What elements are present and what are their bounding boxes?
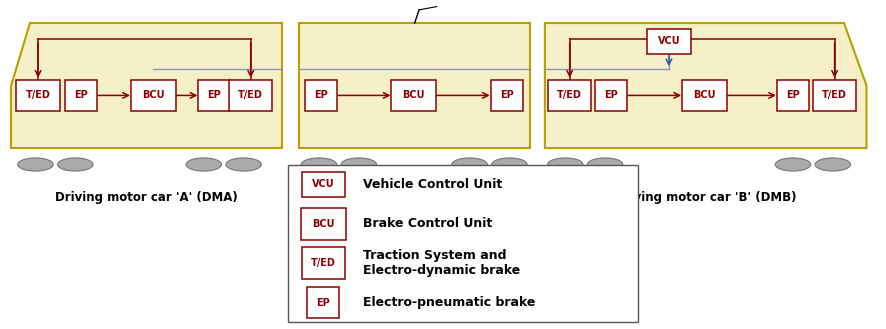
Circle shape: [341, 158, 377, 171]
FancyBboxPatch shape: [491, 80, 523, 111]
Text: T/ED: T/ED: [822, 90, 847, 100]
Circle shape: [775, 158, 811, 171]
Text: Driving motor car 'B' (DMB): Driving motor car 'B' (DMB): [615, 191, 797, 204]
Text: EP: EP: [316, 298, 330, 308]
FancyBboxPatch shape: [65, 80, 97, 111]
Text: T/ED: T/ED: [311, 258, 336, 268]
Text: BCU: BCU: [142, 90, 165, 100]
Text: VCU: VCU: [657, 36, 680, 46]
Text: Vehicle Control Unit: Vehicle Control Unit: [363, 178, 502, 191]
FancyBboxPatch shape: [307, 287, 339, 318]
FancyBboxPatch shape: [682, 80, 727, 111]
Circle shape: [492, 158, 527, 171]
Circle shape: [58, 158, 93, 171]
Text: BCU: BCU: [693, 90, 716, 100]
Text: Trailer car (T-car): Trailer car (T-car): [357, 191, 471, 204]
Circle shape: [186, 158, 222, 171]
Circle shape: [226, 158, 261, 171]
Text: EP: EP: [786, 90, 800, 100]
FancyBboxPatch shape: [229, 80, 272, 111]
Polygon shape: [545, 23, 867, 148]
Text: Traction System and
Electro-dynamic brake: Traction System and Electro-dynamic brak…: [363, 249, 520, 277]
Circle shape: [587, 158, 623, 171]
Circle shape: [301, 158, 337, 171]
FancyBboxPatch shape: [647, 29, 691, 54]
Text: EP: EP: [74, 90, 88, 100]
Text: BCU: BCU: [402, 90, 425, 100]
FancyBboxPatch shape: [548, 80, 592, 111]
Text: EP: EP: [604, 90, 618, 100]
Circle shape: [548, 158, 583, 171]
Polygon shape: [11, 23, 282, 148]
Text: Brake Control Unit: Brake Control Unit: [363, 217, 493, 230]
FancyBboxPatch shape: [391, 80, 436, 111]
FancyBboxPatch shape: [198, 80, 230, 111]
FancyBboxPatch shape: [305, 80, 337, 111]
Text: EP: EP: [500, 90, 514, 100]
Text: T/ED: T/ED: [238, 90, 263, 100]
FancyBboxPatch shape: [131, 80, 175, 111]
Text: VCU: VCU: [312, 179, 335, 189]
Polygon shape: [299, 23, 530, 148]
Circle shape: [18, 158, 53, 171]
Text: Driving motor car 'A' (DMA): Driving motor car 'A' (DMA): [55, 191, 237, 204]
Text: EP: EP: [207, 90, 222, 100]
FancyBboxPatch shape: [16, 80, 59, 111]
Text: Electro-pneumatic brake: Electro-pneumatic brake: [363, 296, 536, 309]
FancyBboxPatch shape: [301, 172, 345, 197]
FancyBboxPatch shape: [812, 80, 856, 111]
Text: EP: EP: [314, 90, 328, 100]
Bar: [288, 164, 638, 322]
FancyBboxPatch shape: [777, 80, 809, 111]
Text: T/ED: T/ED: [557, 90, 582, 100]
Text: BCU: BCU: [312, 219, 335, 229]
Text: T/ED: T/ED: [26, 90, 51, 100]
FancyBboxPatch shape: [300, 208, 346, 240]
FancyBboxPatch shape: [595, 80, 627, 111]
FancyBboxPatch shape: [301, 247, 345, 279]
Circle shape: [452, 158, 487, 171]
Circle shape: [815, 158, 851, 171]
